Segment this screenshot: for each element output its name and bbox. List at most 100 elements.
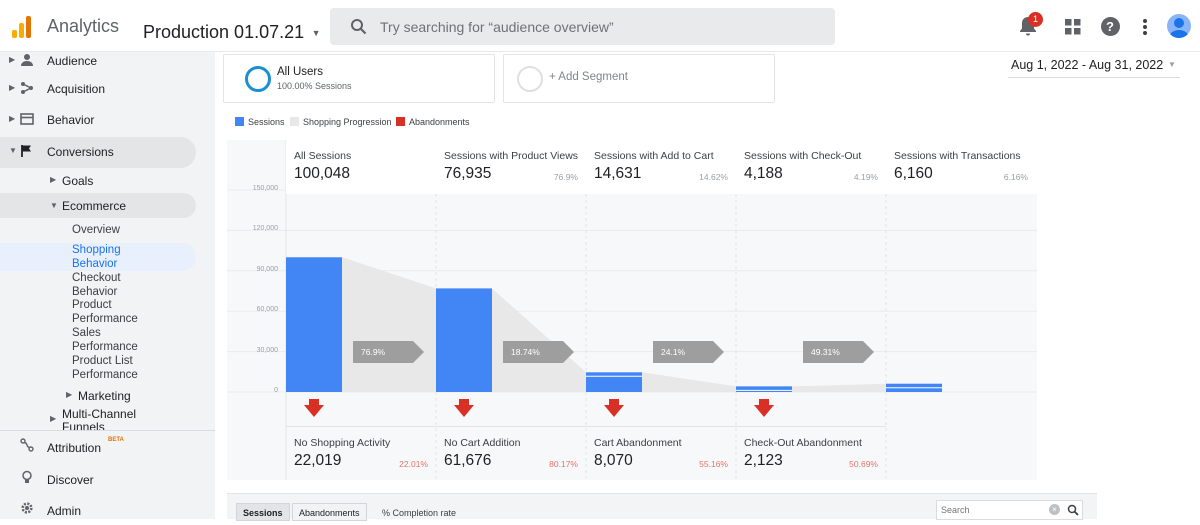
- legend-sessions: Sessions: [235, 117, 285, 127]
- sidebar-item-sales-performance[interactable]: Sales Performance: [72, 327, 138, 353]
- chevron-right-icon: ▶: [66, 390, 73, 399]
- search-bar[interactable]: [330, 8, 835, 45]
- abandonment-value: 61,676: [444, 452, 492, 469]
- sidebar-item-checkout-behavior[interactable]: Checkout Behavior: [72, 272, 121, 298]
- table-search-input[interactable]: [941, 501, 1041, 519]
- legend-abandonments: Abandonments: [396, 117, 470, 127]
- beta-badge: BETA: [108, 437, 124, 443]
- more-options-button[interactable]: [1138, 18, 1152, 36]
- stage-value: 76,935: [444, 165, 492, 182]
- session-bar: [586, 372, 642, 392]
- more-vert-icon: [1143, 19, 1147, 35]
- sidebar-item-product-list-performance[interactable]: Product List Performance: [72, 355, 138, 381]
- sidebar-item-admin[interactable]: Admin: [0, 494, 196, 525]
- date-range-text: Aug 1, 2022 - Aug 31, 2022: [1011, 58, 1164, 72]
- user-avatar-icon: [1170, 18, 1188, 38]
- add-segment-button[interactable]: + Add Segment: [503, 54, 775, 103]
- stage-header-band: [286, 140, 1037, 194]
- sidebar-item-label: Admin: [47, 504, 82, 518]
- sidebar-item-attribution[interactable]: Attribution BETA: [0, 431, 196, 462]
- abandonment-title: Check-Out Abandonment: [744, 437, 862, 449]
- behavior-icon: [20, 113, 34, 125]
- session-bar: [736, 386, 792, 392]
- sidebar-item-label: Ecommerce: [62, 199, 127, 213]
- sidebar-item-audience[interactable]: ▶ Audience: [0, 46, 196, 77]
- progression-arrow: [803, 341, 874, 363]
- segment-all-users[interactable]: All Users 100.00% Sessions: [223, 54, 495, 103]
- avatar[interactable]: [1167, 14, 1191, 38]
- y-tick-label: 30,000: [256, 346, 278, 354]
- funnel-stage-header[interactable]: Sessions with Check-Out 4,188 4.19%: [736, 140, 886, 194]
- tab-abandonments[interactable]: Abandonments: [292, 503, 367, 521]
- sidebar-item-multichannel[interactable]: ▶ Multi-Channel Funnels: [0, 404, 196, 431]
- chevron-down-icon: ▼: [1168, 60, 1176, 69]
- legend-label: Shopping Progression: [303, 117, 392, 127]
- apps-grid-icon: [1065, 19, 1081, 35]
- gear-icon: [21, 502, 33, 514]
- table-search-box[interactable]: ×: [936, 500, 1083, 520]
- chevron-right-icon: ▶: [9, 114, 16, 123]
- y-tick-label: 0: [274, 387, 278, 394]
- funnel-stage-header[interactable]: Sessions with Add to Cart 14,631 14.62%: [586, 140, 736, 194]
- abandonment-percent: 50.69%: [849, 459, 878, 469]
- abandonment-arrow: [604, 399, 624, 417]
- notifications-button[interactable]: 1: [1018, 12, 1043, 39]
- progression-rate-label: 18.74%: [511, 347, 540, 357]
- progression-area: [642, 372, 736, 392]
- sidebar-item-behavior[interactable]: ▶ Behavior: [0, 105, 196, 136]
- attribution-icon: [20, 438, 34, 452]
- sidebar-item-overview[interactable]: Overview: [72, 224, 120, 236]
- sidebar-item-product-performance[interactable]: Product Performance: [72, 299, 138, 325]
- sidebar-item-label: Behavior: [47, 113, 95, 127]
- stage-title: Sessions with Product Views: [444, 150, 579, 162]
- clear-icon[interactable]: ×: [1049, 504, 1060, 515]
- apps-button[interactable]: [1065, 19, 1081, 35]
- sidebar-item-acquisition[interactable]: ▶ Acquisition: [0, 74, 196, 105]
- sidebar-item-marketing[interactable]: ▶ Marketing: [0, 382, 196, 408]
- sidebar-item-shopping-behavior[interactable]: Shopping Behavior: [72, 244, 121, 270]
- help-button[interactable]: ?: [1101, 17, 1120, 36]
- tab-sessions[interactable]: Sessions: [236, 503, 290, 521]
- sidebar: ▶ Audience ▶ Acquisition ▶ Behavior ▼ Co…: [0, 52, 215, 519]
- segment-subtitle: 100.00% Sessions: [277, 81, 352, 91]
- account-selector[interactable]: Production 01.07.21 ▼: [143, 22, 321, 43]
- legend-swatch: [290, 117, 299, 126]
- date-range-picker[interactable]: Aug 1, 2022 - Aug 31, 2022 ▼: [1008, 56, 1180, 78]
- abandonment-percent: 80.17%: [549, 459, 578, 469]
- funnel-stage-header[interactable]: Sessions with Product Views 76,935 76.9%: [436, 140, 586, 194]
- search-input[interactable]: [380, 8, 820, 45]
- abandonment-arrow: [304, 399, 324, 417]
- help-icon: ?: [1106, 19, 1114, 34]
- sidebar-item-ecommerce[interactable]: ▼ Ecommerce: [0, 193, 196, 218]
- abandonment-title: No Cart Addition: [444, 437, 521, 449]
- sidebar-item-conversions[interactable]: ▼ Conversions: [0, 137, 196, 168]
- abandonment-arrow: [754, 399, 774, 417]
- sidebar-item-label: Audience: [47, 54, 98, 68]
- abandonment-box[interactable]: No Cart Addition 61,676 80.17%: [436, 426, 586, 480]
- stage-title: Sessions with Transactions: [894, 150, 1021, 162]
- app-title: Analytics: [47, 16, 120, 36]
- person-icon: [21, 54, 33, 66]
- legend-label: Sessions: [248, 117, 285, 127]
- segment-title: All Users: [277, 66, 324, 78]
- abandonment-percent: 55.16%: [699, 459, 728, 469]
- abandonment-box[interactable]: Cart Abandonment 8,070 55.16%: [586, 426, 736, 480]
- completion-rate-label[interactable]: % Completion rate: [382, 508, 457, 518]
- abandonment-value: 22,019: [294, 452, 342, 469]
- search-icon[interactable]: [1067, 504, 1079, 516]
- sidebar-item-label: Attribution: [47, 441, 102, 455]
- abandonment-box[interactable]: Check-Out Abandonment 2,123 50.69%: [736, 426, 886, 480]
- stage-percent: 6.16%: [1003, 172, 1028, 182]
- sidebar-item-label: Conversions: [47, 145, 114, 159]
- funnel-stage-header[interactable]: Sessions with Transactions 6,160 6.16%: [886, 140, 1036, 194]
- analytics-logo[interactable]: [12, 14, 34, 38]
- stage-percent: 14.62%: [699, 172, 728, 182]
- sidebar-item-label: Discover: [47, 473, 94, 487]
- funnel-stage-header[interactable]: All Sessions 100,048: [286, 140, 436, 194]
- sidebar-item-goals[interactable]: ▶ Goals: [0, 166, 196, 194]
- chevron-right-icon: ▶: [9, 55, 16, 64]
- abandonment-value: 2,123: [744, 452, 783, 469]
- top-header: Analytics Production 01.07.21 ▼ 1 ?: [0, 0, 1200, 52]
- abandonment-box[interactable]: No Shopping Activity 22,019 22.01%: [286, 426, 436, 480]
- sidebar-item-discover[interactable]: Discover: [0, 463, 196, 494]
